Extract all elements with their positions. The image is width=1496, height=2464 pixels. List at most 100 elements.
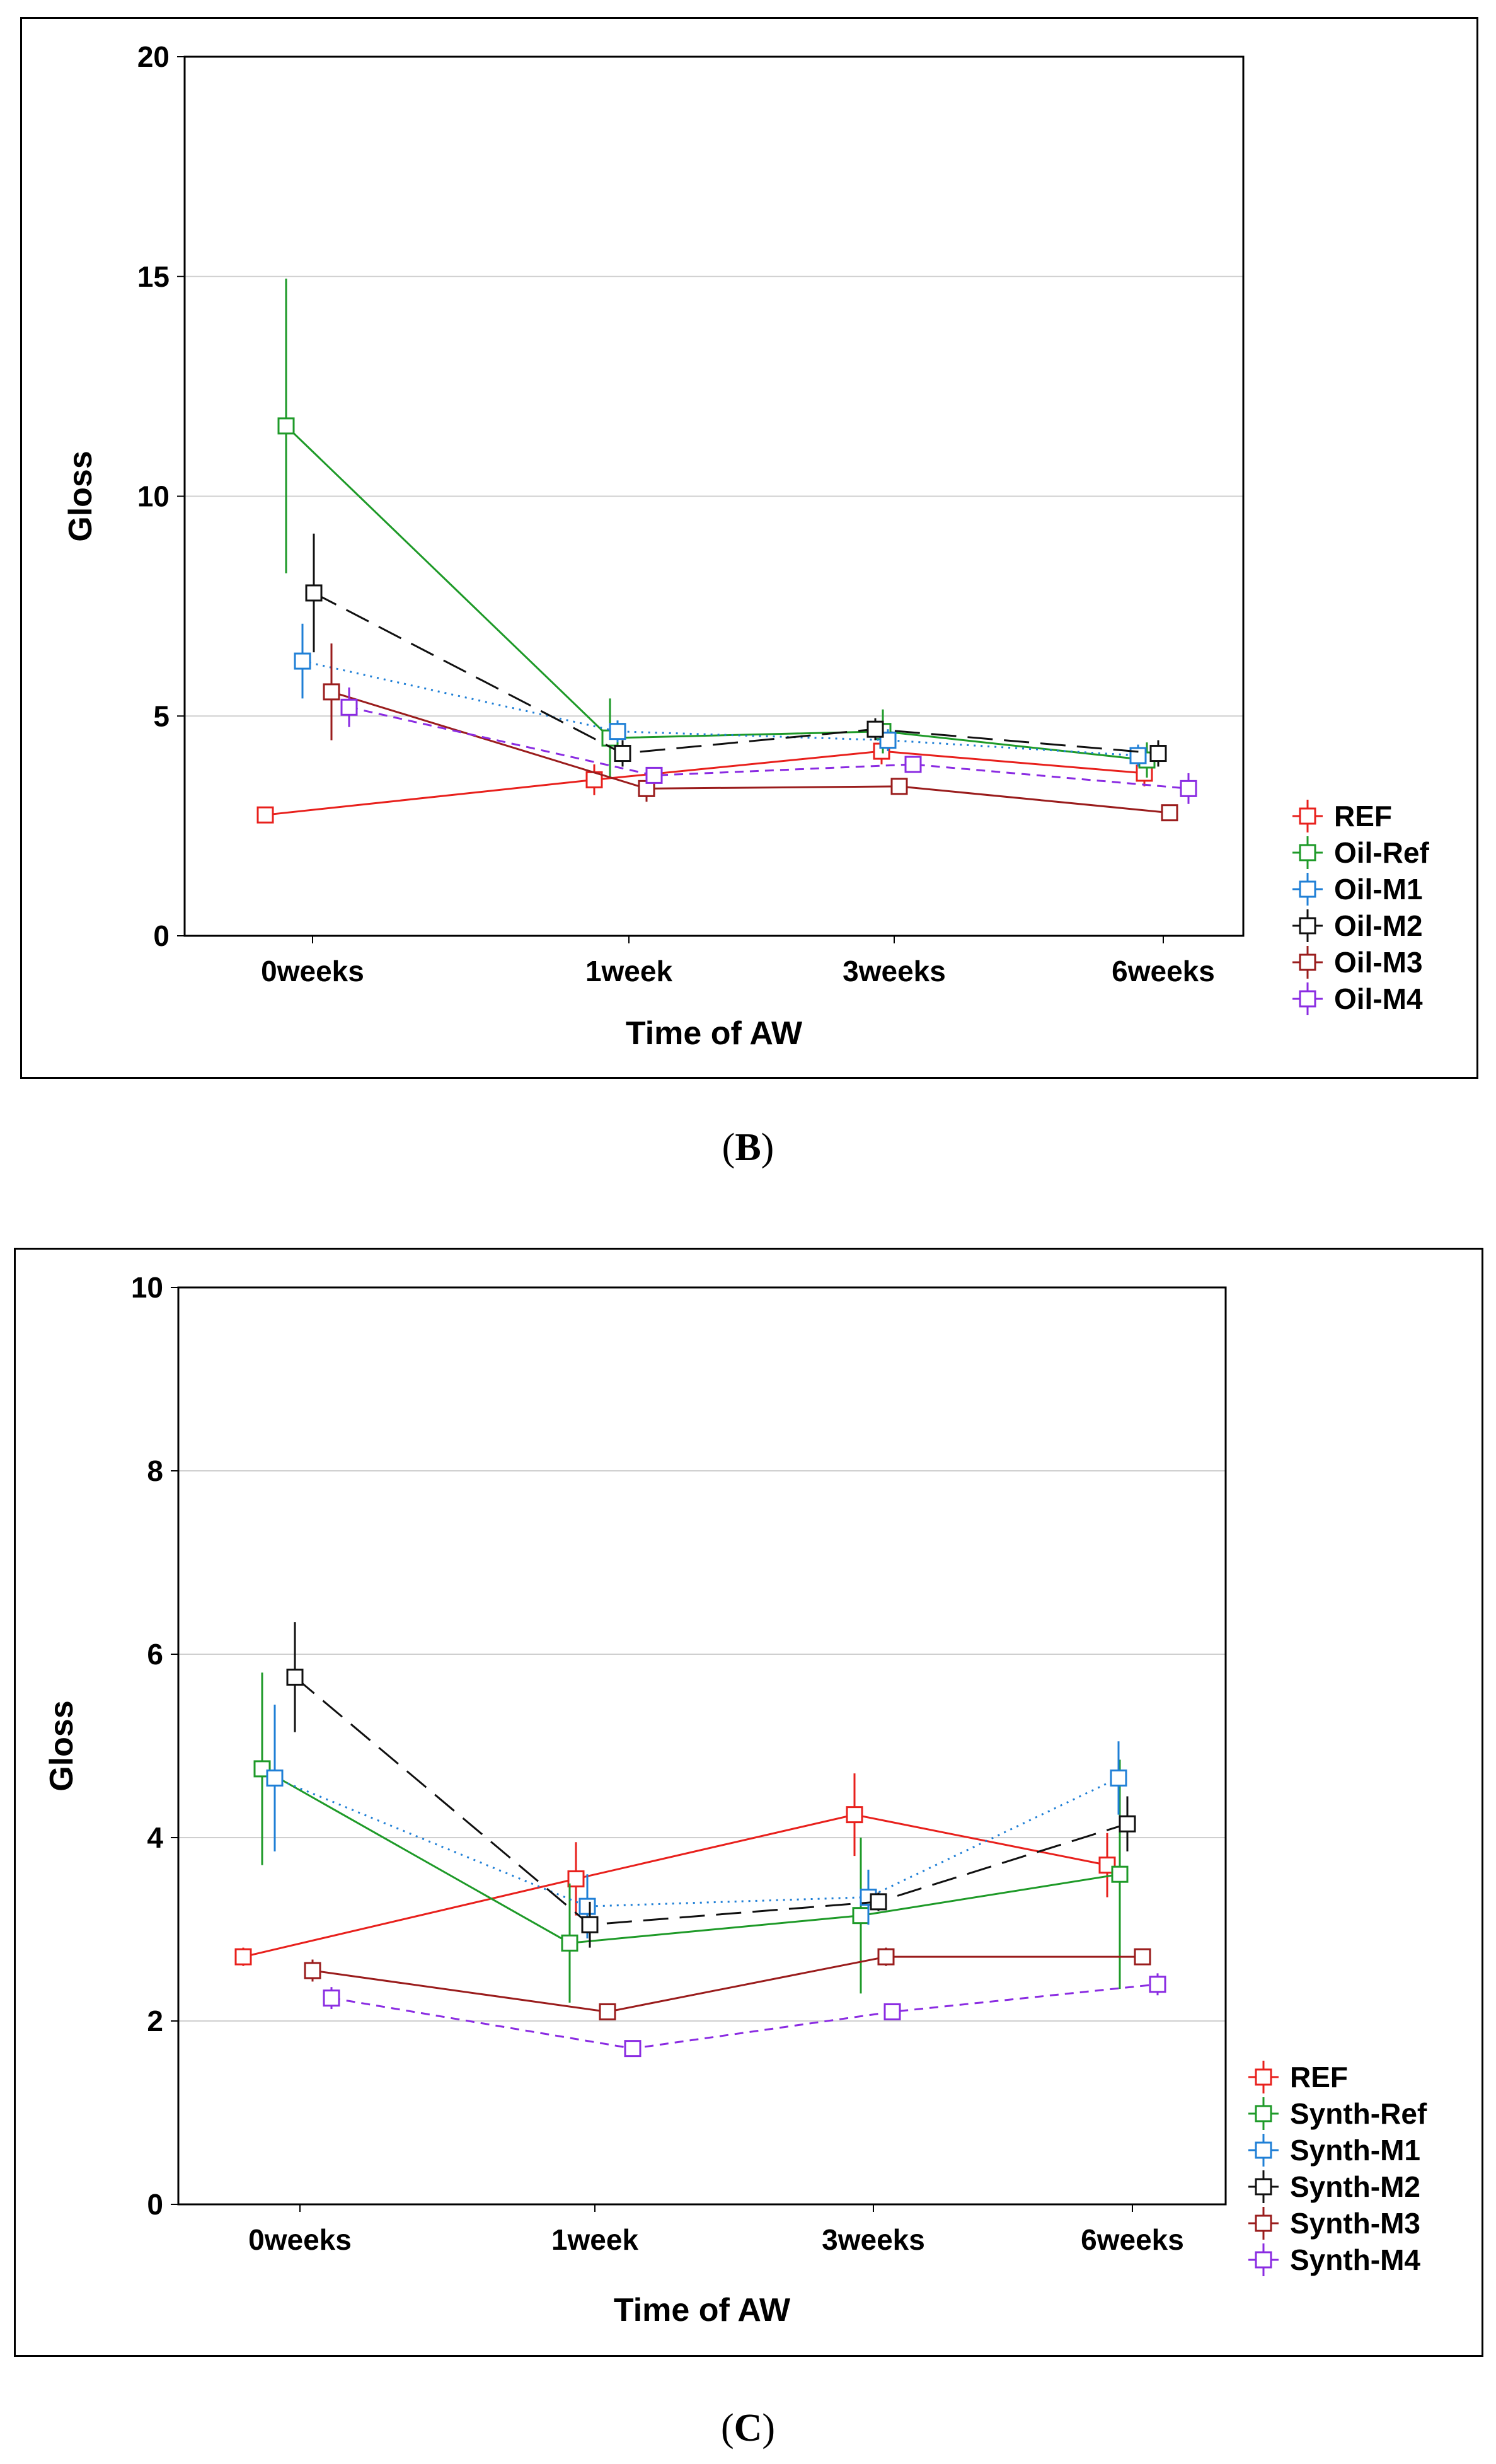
data-point — [1180, 780, 1197, 797]
x-tick-label: 1week — [551, 2223, 639, 2256]
y-axis-title: Gloss — [43, 1700, 80, 1792]
data-point — [1161, 804, 1178, 822]
caption-b-close: ) — [761, 1126, 774, 1169]
data-point — [1149, 1976, 1166, 1993]
legend-entry: Synth-M2 — [1248, 2170, 1420, 2203]
legend-entry: Oil-M1 — [1292, 873, 1423, 906]
legend-entry: REF — [1248, 2061, 1348, 2093]
caption-c-close: ) — [762, 2407, 776, 2450]
data-point — [253, 1760, 271, 1778]
data-point — [1110, 1769, 1127, 1787]
legend-marker — [1299, 880, 1316, 898]
series-synth-m2 — [286, 1622, 1136, 1948]
data-point — [340, 698, 358, 716]
data-point — [266, 1769, 284, 1787]
data-point — [870, 1893, 887, 1911]
legend-label: Oil-Ref — [1334, 836, 1429, 869]
caption-b: (B) — [0, 1125, 1496, 1170]
series-line — [348, 706, 1189, 790]
legend-label: Oil-M3 — [1334, 946, 1423, 979]
data-point — [294, 652, 311, 670]
data-point — [561, 1934, 578, 1952]
data-point — [567, 1870, 585, 1887]
x-tick-label: 6weeks — [1081, 2223, 1184, 2256]
series-line — [285, 425, 1148, 761]
series-oil-m3 — [323, 643, 1178, 822]
legend-entry: Synth-Ref — [1248, 2097, 1427, 2130]
data-point — [904, 756, 922, 773]
legend-marker — [1255, 2251, 1272, 2269]
plot-area — [177, 1286, 1227, 2206]
series-line — [331, 691, 1170, 814]
series-line — [274, 1777, 1119, 1908]
data-point — [645, 766, 663, 784]
data-point — [624, 2040, 642, 2058]
y-tick-label: 15 — [137, 260, 170, 293]
data-point — [1111, 1865, 1129, 1883]
data-point — [614, 745, 631, 763]
legend-label: REF — [1334, 800, 1392, 832]
legend-entry: Oil-Ref — [1292, 836, 1429, 869]
y-tick-label: 8 — [147, 1454, 163, 1487]
legend-entry: Oil-M3 — [1292, 946, 1423, 979]
data-point — [234, 1948, 252, 1966]
x-tick-label: 1week — [585, 955, 673, 987]
y-tick-label: 2 — [147, 2005, 163, 2037]
series-synth-ref — [253, 1672, 1129, 2003]
legend-marker — [1299, 844, 1316, 861]
x-tick-label: 3weeks — [843, 955, 946, 987]
y-tick-label: 0 — [153, 919, 170, 952]
series-line — [243, 1814, 1108, 1958]
series-ref — [234, 1773, 1116, 1966]
data-point — [852, 1907, 870, 1925]
data-point — [890, 778, 908, 795]
data-point — [846, 1806, 863, 1824]
data-point — [286, 1668, 304, 1686]
series-synth-m4 — [323, 1973, 1166, 2058]
y-tick-label: 10 — [131, 1271, 163, 1304]
y-tick-label: 0 — [147, 2188, 163, 2221]
series-line — [265, 750, 1145, 816]
y-tick-label: 5 — [153, 699, 170, 732]
data-point — [323, 1989, 340, 2007]
legend-marker — [1299, 807, 1316, 825]
caption-b-open: ( — [722, 1126, 735, 1169]
series-oil-m2 — [305, 533, 1167, 767]
data-point — [1149, 745, 1167, 763]
series-line — [331, 1983, 1158, 2050]
x-tick-label: 0weeks — [248, 2223, 352, 2256]
legend-marker — [1255, 2141, 1272, 2159]
caption-c: (C) — [0, 2406, 1496, 2451]
y-tick-label: 10 — [137, 480, 170, 513]
legend-entry: REF — [1292, 800, 1392, 832]
gloss-line-chart-c: 0 2 4 6 8 10 0weeks 1week 3weeks 6weeks Time of AW… — [43, 1271, 1427, 2329]
x-tick-label: 3weeks — [822, 2223, 925, 2256]
data-point — [1119, 1815, 1136, 1833]
y-tick-label: 20 — [137, 40, 170, 73]
series-line — [302, 660, 1139, 757]
data-point — [305, 584, 323, 602]
data-point — [256, 806, 274, 824]
legend-marker — [1255, 2105, 1272, 2122]
legend-label: Synth-M4 — [1290, 2243, 1420, 2276]
caption-c-open: ( — [720, 2407, 734, 2450]
legend-entry: Synth-M1 — [1248, 2134, 1420, 2167]
x-tick-label: 6weeks — [1112, 955, 1215, 987]
chart-panel-c: 0 2 4 6 8 10 0weeks 1week 3weeks 6weeks Time of AW… — [14, 1248, 1483, 2357]
series-oil-m4 — [340, 687, 1197, 804]
y-tick-label: 4 — [147, 1821, 163, 1854]
data-point — [877, 1948, 895, 1966]
caption-c-letter: C — [734, 2407, 762, 2450]
legend-entry: Oil-M4 — [1292, 982, 1423, 1015]
data-point — [581, 1916, 599, 1933]
data-point — [609, 723, 626, 740]
y-axis-title: Gloss — [62, 451, 99, 542]
legend-marker — [1299, 917, 1316, 935]
series-synth-m1 — [266, 1705, 1127, 1939]
data-point — [1134, 1948, 1151, 1966]
series-ref — [256, 738, 1153, 824]
data-point — [883, 2003, 901, 2020]
legend-marker — [1255, 2214, 1272, 2232]
legend-label: Synth-M1 — [1290, 2134, 1420, 2167]
series-line — [312, 1955, 1142, 2013]
